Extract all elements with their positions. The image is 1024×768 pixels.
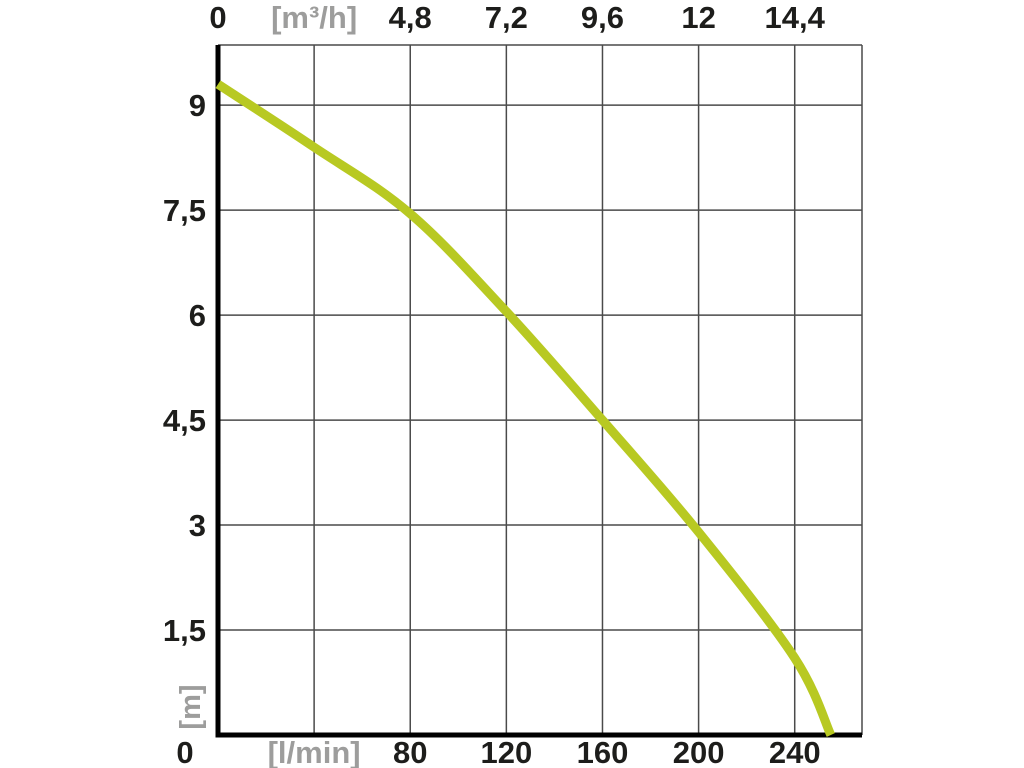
bottom-axis-tick-label: 200 xyxy=(673,735,725,768)
left-axis-tick-label: 1,5 xyxy=(163,613,206,648)
pump-head-curve xyxy=(215,80,835,737)
left-axis-tick-label: 4,5 xyxy=(163,403,206,438)
left-axis-unit-label: [m] xyxy=(175,684,207,729)
top-axis-unit-label: [m³/h] xyxy=(271,0,357,35)
top-axis-tick-label: 4,8 xyxy=(389,0,432,35)
top-axis-tick-label: 9,6 xyxy=(581,0,624,35)
left-axis-tick-label: 6 xyxy=(189,298,206,333)
bottom-axis-tick-label: 0 xyxy=(176,735,193,768)
bottom-axis-tick-label: 120 xyxy=(480,735,532,768)
top-axis-tick-label: 7,2 xyxy=(485,0,528,35)
left-axis-tick-label: 3 xyxy=(189,508,206,543)
bottom-axis-tick-label: 240 xyxy=(769,735,821,768)
left-axis-tick-label: 9 xyxy=(189,88,206,123)
bottom-axis-tick-label: 80 xyxy=(393,735,427,768)
left-axis-tick-label: 7,5 xyxy=(163,193,206,228)
top-axis-tick-label: 0 xyxy=(209,0,226,35)
top-axis-tick-label: 12 xyxy=(681,0,715,35)
top-axis-tick-label: 14,4 xyxy=(765,0,826,35)
bottom-axis-tick-label: 160 xyxy=(577,735,629,768)
bottom-axis-unit-label: [l/min] xyxy=(268,735,361,768)
